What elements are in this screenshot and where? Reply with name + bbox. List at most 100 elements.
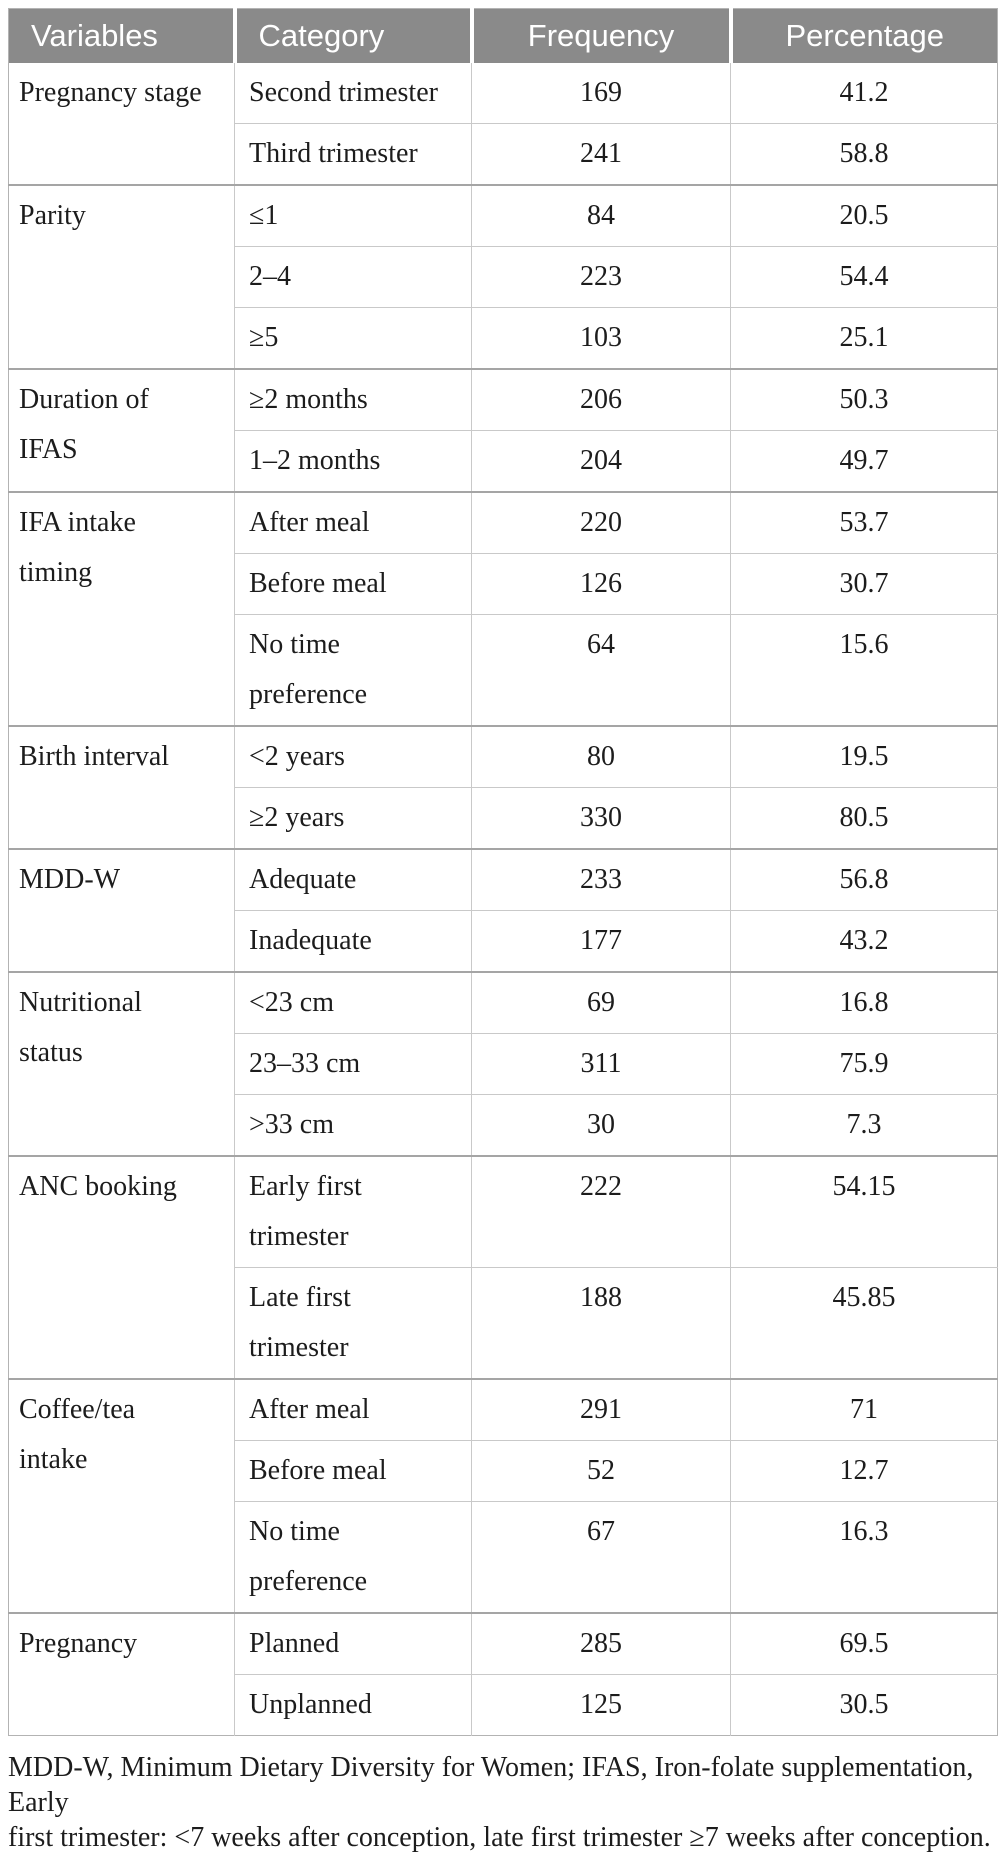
frequency-cell: 64	[471, 614, 731, 726]
percentage-cell: 43.2	[730, 910, 998, 972]
category-cell: Early first trimester	[234, 1155, 472, 1268]
table-row: Unplanned 125 30.5	[9, 1674, 998, 1736]
category-cell: After meal	[234, 491, 472, 554]
header-row: Variables Category Frequency Percentage	[8, 8, 998, 63]
table-row: Before meal 126 30.7	[9, 553, 998, 615]
frequency-cell: 330	[471, 787, 731, 849]
category-cell: Before meal	[234, 553, 472, 615]
frequency-cell: 220	[471, 491, 731, 554]
variable-cell: Duration of IFAS	[8, 368, 235, 492]
variable-cell: Parity	[8, 184, 235, 369]
table-row: No time preference 64 15.6	[9, 614, 998, 726]
percentage-cell: 53.7	[730, 491, 998, 554]
frequency-cell: 188	[471, 1267, 731, 1379]
category-cell: No time preference	[234, 1501, 472, 1613]
category-cell: ≥5	[234, 307, 472, 369]
category-cell: Inadequate	[234, 910, 472, 972]
col-header-variables: Variables	[8, 8, 235, 63]
table-row: 2–4 223 54.4	[9, 246, 998, 308]
category-cell: After meal	[234, 1378, 472, 1441]
table-row: Birth interval <2 years 80 19.5	[8, 725, 998, 849]
table-footnote: MDD-W, Minimum Dietary Diversity for Wom…	[8, 1752, 991, 1853]
table-row: No time preference 67 16.3	[9, 1501, 998, 1613]
frequency-cell: 126	[471, 553, 731, 615]
percentage-cell: 7.3	[730, 1094, 998, 1156]
percentage-cell: 20.5	[730, 184, 998, 247]
category-cell: Second trimester	[234, 63, 472, 124]
table-row: Duration of IFAS ≥2 months 206 50.3	[8, 368, 998, 492]
table-row: Pregnancy stage Second trimester 169 41.2	[9, 63, 998, 124]
table-row: 23–33 cm 311 75.9	[9, 1033, 998, 1095]
frequency-cell: 125	[471, 1674, 731, 1736]
frequency-cell: 291	[471, 1378, 731, 1441]
percentage-cell: 25.1	[730, 307, 998, 369]
table-row: Pregnancy Planned 285 69.5	[8, 1612, 998, 1736]
table-row: ≥5 103 25.1	[9, 307, 998, 369]
variable-cell: IFA intake timing	[8, 491, 235, 726]
frequency-cell: 69	[471, 971, 731, 1034]
category-cell: ≥2 years	[234, 787, 472, 849]
col-header-percentage: Percentage	[728, 8, 998, 63]
frequency-cell: 177	[471, 910, 731, 972]
frequency-cell: 52	[471, 1440, 731, 1502]
percentage-cell: 15.6	[730, 614, 998, 726]
percentage-cell: 54.15	[730, 1155, 998, 1268]
category-cell: 2–4	[234, 246, 472, 308]
table-row: Parity ≤1 84 20.5	[8, 184, 998, 369]
category-cell: 1–2 months	[234, 430, 472, 492]
category-cell: Unplanned	[234, 1674, 472, 1736]
percentage-cell: 49.7	[730, 430, 998, 492]
category-cell: 23–33 cm	[234, 1033, 472, 1095]
col-header-category: Category	[232, 8, 472, 63]
category-cell: <2 years	[234, 725, 472, 788]
table-row: Coffee/tea intake After meal 291 71	[8, 1378, 998, 1613]
percentage-cell: 50.3	[730, 368, 998, 431]
frequency-cell: 285	[471, 1612, 731, 1675]
variable-cell: Birth interval	[8, 725, 235, 849]
table-row: Late first trimester 188 45.85	[9, 1267, 998, 1379]
percentage-cell: 16.3	[730, 1501, 998, 1613]
table-row: IFA intake timing After meal 220 53.7	[8, 491, 998, 726]
col-header-frequency: Frequency	[469, 8, 731, 63]
descriptive-statistics-table: Variables Category Frequency Percentage …	[8, 8, 998, 1736]
frequency-cell: 30	[471, 1094, 731, 1156]
table-row: Nutritional status <23 cm 69 16.8	[8, 971, 998, 1156]
table-row: ≥2 years 330 80.5	[9, 787, 998, 849]
category-cell: Planned	[234, 1612, 472, 1675]
percentage-cell: 19.5	[730, 725, 998, 788]
frequency-cell: 241	[471, 123, 731, 185]
category-cell: >33 cm	[234, 1094, 472, 1156]
percentage-cell: 71	[730, 1378, 998, 1441]
percentage-cell: 69.5	[730, 1612, 998, 1675]
category-cell: Before meal	[234, 1440, 472, 1502]
category-cell: ≥2 months	[234, 368, 472, 431]
percentage-cell: 54.4	[730, 246, 998, 308]
variable-cell: ANC booking	[8, 1155, 235, 1379]
table-row: MDD-W Adequate 233 56.8	[8, 848, 998, 972]
percentage-cell: 58.8	[730, 123, 998, 185]
frequency-cell: 233	[471, 848, 731, 911]
category-cell: No time preference	[234, 614, 472, 726]
frequency-cell: 311	[471, 1033, 731, 1095]
percentage-cell: 30.5	[730, 1674, 998, 1736]
variable-cell: Nutritional status	[8, 971, 235, 1156]
frequency-cell: 206	[471, 368, 731, 431]
table-row: Before meal 52 12.7	[9, 1440, 998, 1502]
percentage-cell: 45.85	[730, 1267, 998, 1379]
category-cell: Adequate	[234, 848, 472, 911]
category-cell: Third trimester	[234, 123, 472, 185]
variable-cell: MDD-W	[8, 848, 235, 972]
category-cell: ≤1	[234, 184, 472, 247]
frequency-cell: 223	[471, 246, 731, 308]
frequency-cell: 80	[471, 725, 731, 788]
variable-cell: Coffee/tea intake	[8, 1378, 235, 1613]
table-row: ANC booking Early first trimester 222 54.15	[8, 1155, 998, 1379]
percentage-cell: 41.2	[730, 63, 998, 124]
percentage-cell: 80.5	[730, 787, 998, 849]
frequency-cell: 103	[471, 307, 731, 369]
frequency-cell: 204	[471, 430, 731, 492]
category-cell: Late first trimester	[234, 1267, 472, 1379]
percentage-cell: 30.7	[730, 553, 998, 615]
variable-cell: Pregnancy	[8, 1612, 235, 1736]
